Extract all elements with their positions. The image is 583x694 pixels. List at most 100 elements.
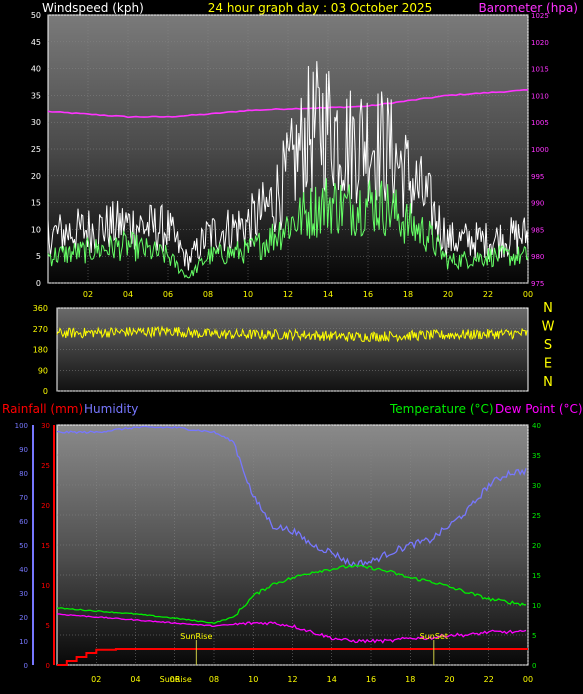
tick-label: 02 (91, 675, 101, 684)
direction-grid (57, 307, 528, 392)
tick-label: 0 (43, 387, 48, 396)
climate-series (56, 425, 528, 666)
windspeed-line (47, 61, 529, 271)
sunrise-label: SunRise (180, 632, 212, 641)
tick-label: 35 (532, 452, 541, 460)
barometer-title: Barometer (hpa) (479, 1, 578, 15)
tick-label: 270 (33, 325, 48, 334)
tick-label: 60 (19, 518, 28, 526)
tick-label: 02 (83, 290, 93, 299)
tick-label: 985 (531, 226, 544, 234)
tick-label: 04 (130, 675, 140, 684)
tick-label: 30 (31, 118, 41, 127)
tick-label: 04 (123, 290, 133, 299)
tick-label: 180 (33, 346, 48, 355)
wind-series (47, 61, 529, 279)
tick-label: 0 (46, 662, 50, 670)
sunrise-axis-label: SunRise (160, 675, 192, 684)
dewpoint-title: Dew Point (°C) (495, 402, 583, 416)
tick-label: 20 (443, 290, 453, 299)
tick-label: 06 (170, 675, 180, 684)
compass-letter: S (544, 338, 552, 353)
rainfall-title: Rainfall (mm) (2, 402, 83, 416)
tick-label: 90 (38, 366, 48, 375)
tick-label: 5 (46, 622, 50, 630)
tick-label: 20 (444, 675, 454, 684)
tick-label: 10 (243, 290, 253, 299)
tick-label: 80 (19, 470, 28, 478)
tick-label: 12 (287, 675, 297, 684)
tick-label: 1000 (531, 146, 549, 154)
tick-label: 20 (41, 502, 50, 510)
tick-label: 18 (405, 675, 415, 684)
climate-time-axis-ticks: 02 04 06 08 10 12 14 16 18 20 22 00 (91, 675, 533, 684)
tick-label: 10 (532, 602, 541, 610)
tick-label: 5 (36, 252, 41, 261)
windspeed-axis-ticks: 0 5 10 15 20 25 30 35 40 45 50 (31, 11, 41, 288)
direction-axis-ticks: 0 90 180 270 360 (33, 304, 48, 396)
tick-label: 990 (531, 200, 544, 208)
tick-label: 1020 (531, 39, 549, 47)
tick-label: 5 (532, 632, 536, 640)
tick-label: 35 (31, 91, 41, 100)
tick-label: 980 (531, 253, 544, 261)
tick-label: 16 (366, 675, 376, 684)
tick-label: 08 (203, 290, 213, 299)
tick-label: 1010 (531, 92, 549, 100)
tick-label: 30 (19, 590, 28, 598)
tick-label: 15 (31, 199, 41, 208)
tick-label: 25 (41, 462, 50, 470)
rainfall-line (57, 648, 528, 666)
tick-label: 995 (531, 173, 544, 181)
tick-label: 30 (532, 482, 541, 490)
tick-label: 0 (532, 662, 536, 670)
humidity-axis-ticks: 0 10 20 30 40 50 60 70 80 90 100 (15, 422, 28, 670)
compass-letter: W (542, 320, 555, 335)
rainfall-axis-ticks: 0 5 10 15 20 25 30 (41, 422, 50, 670)
tick-label: 16 (363, 290, 373, 299)
tick-label: 1005 (531, 119, 549, 127)
tick-label: 45 (31, 38, 41, 47)
tick-label: 20 (31, 172, 41, 181)
tick-label: 40 (532, 422, 541, 430)
tick-label: 30 (41, 422, 50, 430)
tick-label: 10 (19, 638, 28, 646)
humidity-title: Humidity (84, 402, 138, 416)
tick-label: 25 (31, 145, 41, 154)
tick-label: 0 (24, 662, 28, 670)
tick-label: 12 (283, 290, 293, 299)
temperature-line (56, 564, 526, 625)
tick-label: 06 (163, 290, 173, 299)
tick-label: 360 (33, 304, 48, 313)
direction-series (56, 325, 528, 343)
tick-label: 10 (31, 225, 41, 234)
tick-label: 14 (323, 290, 333, 299)
tick-label: 975 (531, 280, 544, 288)
tick-label: 50 (19, 542, 28, 550)
windspeed-title: Windspeed (kph) (42, 1, 144, 15)
tick-label: 15 (532, 572, 541, 580)
tick-label: 20 (19, 614, 28, 622)
tick-label: 22 (484, 675, 494, 684)
climate-grid (32, 424, 529, 666)
barometer-line (47, 88, 529, 119)
tick-label: 00 (523, 675, 533, 684)
tick-label: 70 (19, 494, 28, 502)
tick-label: 18 (403, 290, 413, 299)
dewpoint-line (56, 613, 527, 644)
temperature-axis-ticks: 0 5 10 15 20 25 30 35 40 (532, 422, 541, 670)
compass-letter: N (543, 375, 553, 390)
tick-label: 10 (248, 675, 258, 684)
tick-label: 1025 (531, 12, 549, 20)
wind-average-line (47, 178, 529, 279)
compass-letter: N (543, 301, 553, 316)
tick-label: 22 (483, 290, 493, 299)
wind-direction-line (56, 325, 528, 343)
tick-label: 20 (532, 542, 541, 550)
wind-time-axis-ticks: 02 04 06 08 10 12 14 16 18 20 22 00 (83, 290, 533, 299)
tick-label: 14 (327, 675, 337, 684)
tick-label: 25 (532, 512, 541, 520)
tick-label: 00 (523, 290, 533, 299)
